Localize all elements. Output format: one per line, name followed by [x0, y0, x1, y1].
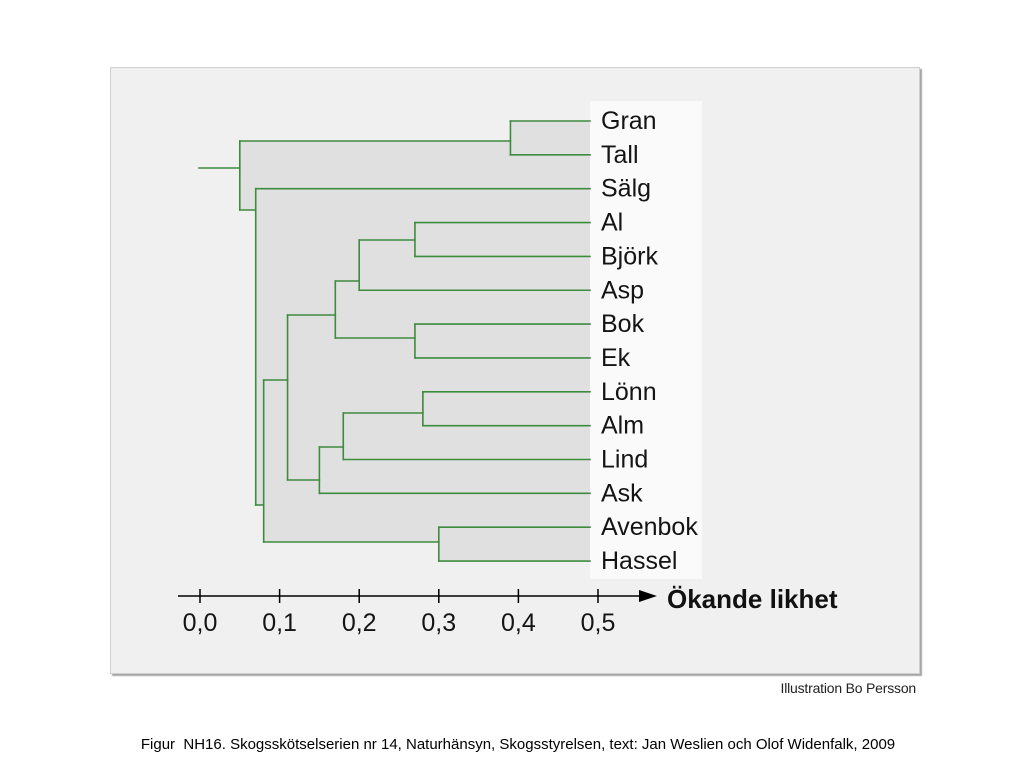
axis-title: Ökande likhet — [667, 584, 838, 614]
similarity-axis: 0,0 0,1 0,2 0,3 0,4 0,5 Ökande likhet — [178, 584, 838, 637]
shading-region — [239, 141, 591, 210]
axis-tick-label: 0,0 — [183, 609, 218, 637]
axis-arrowhead — [639, 590, 657, 602]
similarity-shading — [239, 121, 591, 562]
leaf-label: Bok — [601, 310, 645, 338]
axis-tick-label: 0,5 — [581, 609, 616, 637]
illustration-credit: Illustration Bo Persson — [780, 680, 917, 696]
leaf-label: Hassel — [601, 547, 677, 575]
axis-ticks: 0,0 0,1 0,2 0,3 0,4 0,5 — [183, 589, 616, 637]
leaf-label: Ask — [601, 479, 643, 507]
leaf-label: Asp — [601, 276, 644, 304]
leaf-label: Lönn — [601, 378, 657, 406]
leaf-label: Al — [601, 209, 623, 237]
leaf-labels: Gran Tall Sälg Al Björk Asp Bok Ek Lönn Alm Lind As… — [601, 107, 698, 575]
axis-tick-label: 0,2 — [342, 609, 377, 637]
leaf-label: Gran — [601, 107, 657, 135]
shading-region — [255, 188, 590, 505]
leaf-label: Avenbok — [601, 513, 698, 541]
leaf-label: Alm — [601, 412, 644, 440]
leaf-label: Ek — [601, 344, 631, 372]
figure-caption: Figur NH16. Skogsskötselserien nr 14, Na… — [140, 736, 896, 753]
leaf-label: Sälg — [601, 175, 651, 203]
axis-tick-label: 0,1 — [262, 609, 297, 637]
leaf-label: Björk — [601, 242, 658, 270]
leaf-label: Tall — [601, 141, 639, 169]
dendrogram-branches — [198, 120, 591, 562]
leaf-label-column — [590, 101, 702, 579]
axis-tick-label: 0,3 — [421, 609, 456, 637]
leaf-label: Lind — [601, 446, 648, 474]
axis-tick-label: 0,4 — [501, 609, 536, 637]
